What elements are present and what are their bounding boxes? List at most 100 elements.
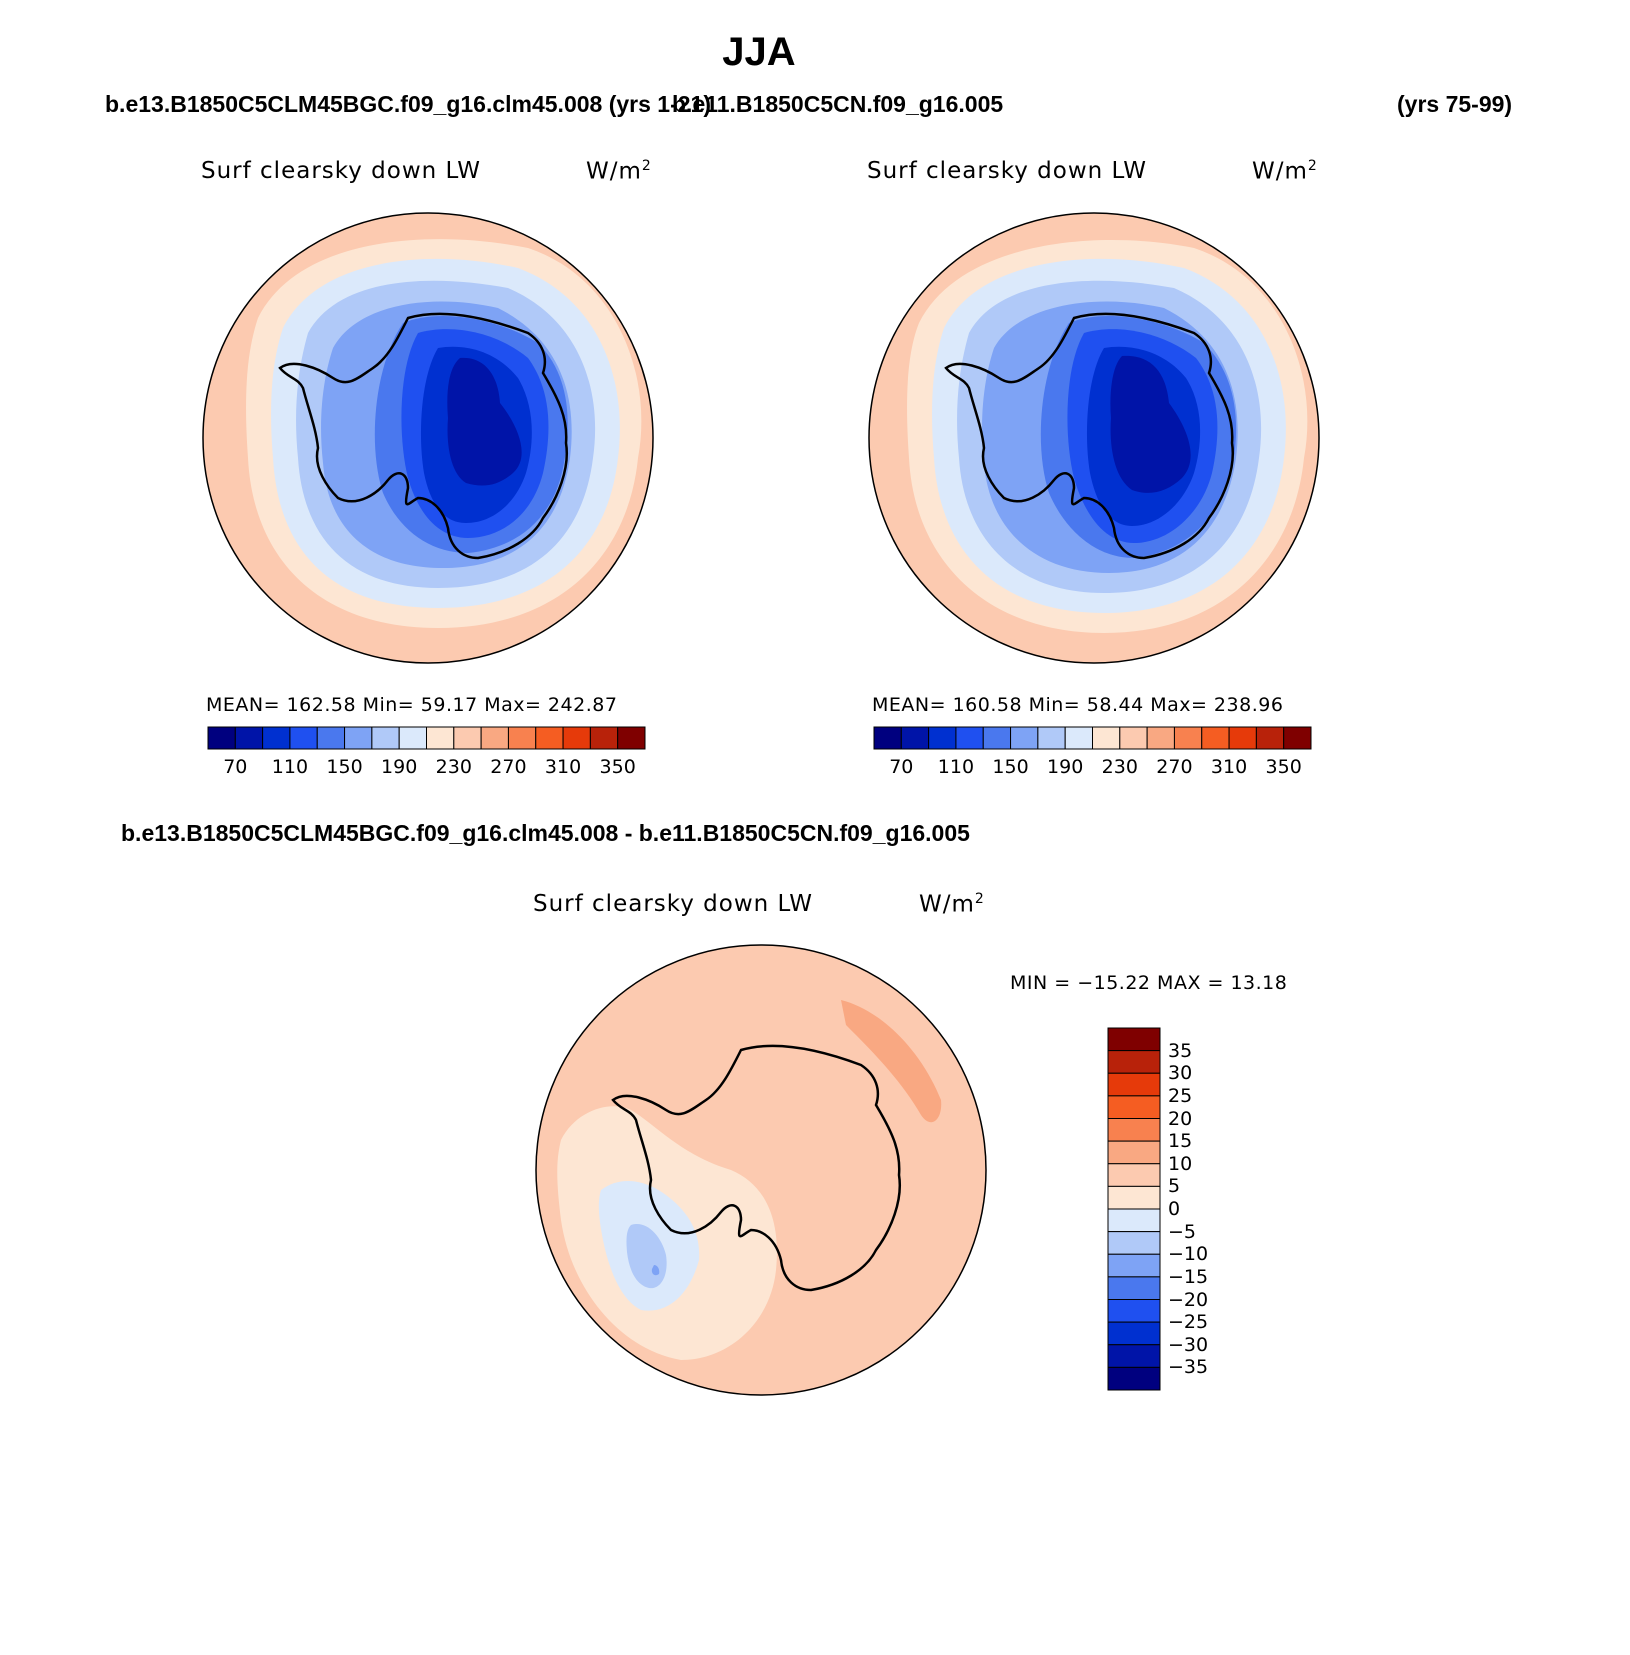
panel3-units: W/m2 [919,891,985,918]
colorbar-swatch [1107,1050,1161,1074]
colorbar-swatch [1107,1299,1161,1323]
colorbar-tick-label: 230 [1101,756,1138,778]
panel3-variable: Surf clearsky down LW [533,891,813,917]
colorbar-swatch [1107,1344,1161,1368]
colorbar-panel2 [873,726,1312,750]
map-panel2 [868,212,1320,664]
colorbar-tick-label: 30 [1168,1062,1193,1085]
colorbar-swatch [1107,1095,1161,1119]
colorbar-swatch [1119,726,1148,750]
panel1-stats: MEAN= 162.58 Min= 59.17 Max= 242.87 [206,694,618,716]
colorbar-swatch [1107,1231,1161,1255]
colorbar-tick-label: 5 [1168,1175,1181,1198]
colorbar-tick-label: 10 [1168,1152,1193,1175]
colorbar-tick-label: 70 [223,756,248,778]
map3-coast [611,1044,901,1292]
colorbar-swatch [426,726,455,750]
map-panel3 [535,944,987,1396]
colorbar-tick-label: 150 [326,756,363,778]
colorbar-tick-label: −30 [1168,1333,1209,1356]
colorbar-panel3-ticks: 35 30 25 20 15 10 5 0 −5 −10 −15 −20 −25 −30 −35 [1168,1028,1228,1390]
case2-label: b.e11.B1850C5CN.f09_g16.005 [672,91,1004,117]
map2-outline [868,212,1320,664]
colorbar-panel1 [207,726,646,750]
colorbar-panel3 [1107,1027,1161,1391]
colorbar-swatch [1107,1208,1161,1233]
colorbar-swatch [207,726,236,750]
colorbar-swatch [1107,1321,1161,1346]
colorbar-tick-label: 310 [1210,756,1248,778]
panel2-stats: MEAN= 160.58 Min= 58.44 Max= 238.96 [872,694,1284,716]
colorbar-swatch [316,726,346,750]
colorbar-tick-label: −25 [1168,1311,1209,1334]
colorbar-swatch [535,726,564,750]
panel3-stats: MIN = −15.22 MAX = 13.18 [1010,972,1288,994]
figure-title: JJA [722,30,796,74]
colorbar-tick-label: 25 [1168,1084,1193,1107]
colorbar-tick-label: 110 [937,756,975,778]
map3-band-2 [611,1031,723,1120]
colorbar-swatch [1107,1163,1161,1187]
colorbar-tick-label: 20 [1168,1107,1193,1130]
panel1-units: W/m2 [586,158,652,185]
map1-band-8 [447,357,522,486]
map1-coast [278,312,568,560]
colorbar-tick-label: 0 [1168,1198,1181,1220]
map3-band-1 [841,1000,942,1123]
colorbar-swatch [453,726,482,750]
colorbar-swatch [1107,1027,1161,1052]
colorbar-tick-label: −35 [1168,1356,1209,1379]
colorbar-swatch [289,726,318,750]
colorbar-swatch [507,726,537,750]
colorbar-tick-label: 350 [599,756,636,778]
colorbar-swatch [562,726,591,750]
panel2-variable: Surf clearsky down LW [867,158,1147,184]
diff-label: b.e13.B1850C5CLM45BGC.f09_g16.clm45.008 … [121,820,970,846]
colorbar-swatch [1107,1253,1161,1278]
colorbar-swatch [1107,1118,1161,1142]
colorbar-swatch [1107,1276,1161,1300]
colorbar-swatch [1146,726,1175,750]
panel1-variable: Surf clearsky down LW [201,158,481,184]
colorbar-tick-label: −10 [1168,1243,1209,1266]
colorbar-tick-label: 350 [1265,756,1302,778]
colorbar-tick-label: 110 [271,756,309,778]
colorbar-swatch [480,726,509,750]
map3-band-6 [651,1265,660,1276]
colorbar-tick-label: 190 [1047,756,1084,778]
colorbar-swatch [982,726,1012,750]
colorbar-tick-label: −20 [1168,1288,1209,1311]
map-panel1 [202,212,654,664]
case2-years: (yrs 75-99) [1397,91,1513,117]
colorbar-swatch [1107,1140,1161,1165]
colorbar-swatch [1228,726,1257,750]
colorbar-tick-label: 270 [490,756,527,778]
colorbar-swatch [928,726,957,750]
colorbar-swatch [1010,726,1039,750]
colorbar-swatch [1064,726,1093,750]
colorbar-panel1-ticks: 70 110 150 190 230 270 310 350 [208,756,645,780]
colorbar-swatch [1037,726,1066,750]
colorbar-tick-label: 70 [889,756,914,778]
colorbar-tick-label: −5 [1168,1220,1197,1243]
colorbar-tick-label: 230 [435,756,472,778]
colorbar-swatch [234,726,264,750]
colorbar-swatch [371,726,400,750]
colorbar-swatch [1173,726,1203,750]
map1-outline [202,212,654,664]
colorbar-swatch [344,726,373,750]
colorbar-swatch [1092,726,1121,750]
colorbar-panel2-ticks: 70 110 150 190 230 270 310 350 [874,756,1311,780]
colorbar-tick-label: 35 [1168,1039,1193,1062]
map3-outline [535,944,987,1396]
colorbar-swatch [1107,1072,1161,1097]
colorbar-swatch [955,726,984,750]
colorbar-tick-label: 190 [381,756,418,778]
colorbar-tick-label: 150 [992,756,1029,778]
map2-coast [944,312,1234,560]
colorbar-swatch [900,726,930,750]
colorbar-swatch [617,726,646,750]
colorbar-swatch [1107,1366,1161,1391]
map2-band-8 [1110,355,1191,493]
colorbar-swatch [873,726,902,750]
